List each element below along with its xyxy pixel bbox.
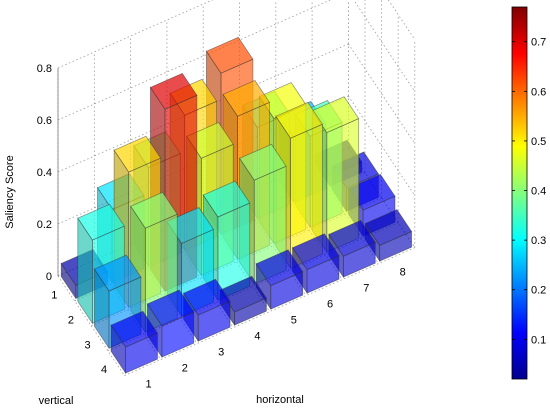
- z-tick-label: 0.6: [37, 115, 52, 127]
- bar-h1-v4: [110, 310, 159, 375]
- grid-line-back-horizontal: [57, 0, 332, 121]
- bar-h7-v4: [328, 219, 376, 279]
- y-tick-label: 2: [68, 314, 74, 326]
- colorbar-tick-label: 0.5: [531, 136, 546, 148]
- z-tick-label: 0: [46, 271, 52, 283]
- x-tick-label: 4: [254, 331, 260, 343]
- x-tick-label: 8: [400, 267, 406, 279]
- x-tick-label: 2: [182, 363, 188, 375]
- y-tick-label: 4: [101, 364, 107, 376]
- x-tick-label: 7: [363, 283, 369, 295]
- grid-line-back-horizontal: [57, 43, 349, 173]
- bar-h6-v3: [275, 101, 323, 270]
- z-tick-label: 0.8: [37, 63, 52, 75]
- bar-h5-v4: [255, 249, 304, 311]
- bar-h6-v4: [291, 233, 340, 295]
- z-tick-label: 0.2: [37, 219, 52, 231]
- y-tick-label: 1: [51, 289, 57, 301]
- y-axis-title: vertical: [39, 395, 74, 407]
- z-axis-title: Saliency Score: [4, 155, 16, 228]
- colorbar-tick-label: 0.4: [531, 186, 546, 198]
- x-tick-label: 1: [145, 379, 151, 391]
- colorbar: 0.1 0.2 0.3 0.4 0.5 0.6 0.7: [511, 6, 546, 380]
- colorbar-tick-label: 0.3: [531, 235, 546, 247]
- colorbar-tick-label: 0.1: [531, 334, 546, 346]
- z-tick-label: 0.4: [37, 167, 52, 179]
- axes: 0 0.2 0.4 0.6 0.8 1 2 3 4 5 6 7 8 1 2 3 4 horizontal verti…: [4, 63, 406, 407]
- grid-line-floor-y: [124, 247, 415, 376]
- x-tick-label: 5: [291, 315, 297, 327]
- y-tick-label: 3: [84, 339, 90, 351]
- grid-line-back-horizontal: [57, 0, 214, 69]
- bar-h5-v3: [239, 143, 287, 286]
- bars: [60, 36, 413, 375]
- colorbar-tick-label: 0.7: [531, 37, 546, 49]
- x-tick-label: 6: [327, 299, 333, 311]
- colorbar-tick-label: 0.6: [531, 86, 546, 98]
- x-axis-title: horizontal: [256, 394, 304, 406]
- colorbar-gradient: [511, 6, 528, 380]
- colorbar-tick-label: 0.2: [531, 285, 546, 297]
- x-tick-label: 3: [218, 347, 224, 359]
